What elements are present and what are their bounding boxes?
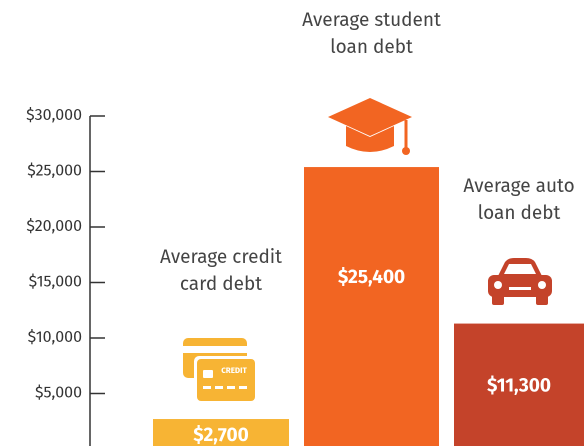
category-label: Average credit card debt — [159, 246, 283, 296]
graduation-cap-icon — [328, 98, 412, 155]
category-label: Average auto loan debt — [463, 175, 575, 225]
bar — [304, 167, 439, 446]
y-tick-label: $25,000 — [27, 162, 82, 181]
value-label: $11,300 — [487, 374, 551, 397]
y-tick-label: $10,000 — [28, 328, 82, 347]
y-tick-label: $30,000 — [26, 106, 82, 125]
y-tick-label: $20,000 — [26, 217, 82, 236]
category-label: Average student loan debt — [302, 9, 441, 59]
value-label: $2,700 — [193, 424, 249, 446]
y-tick-label: $15,000 — [29, 273, 82, 292]
bar — [454, 323, 584, 446]
car-icon — [488, 258, 552, 305]
credit-card-icon: CREDIT — [183, 338, 258, 404]
svg-text:CREDIT: CREDIT — [221, 367, 247, 376]
y-tick-label: $5,000 — [35, 384, 82, 403]
bar — [153, 419, 289, 446]
value-label: $25,400 — [338, 266, 405, 289]
